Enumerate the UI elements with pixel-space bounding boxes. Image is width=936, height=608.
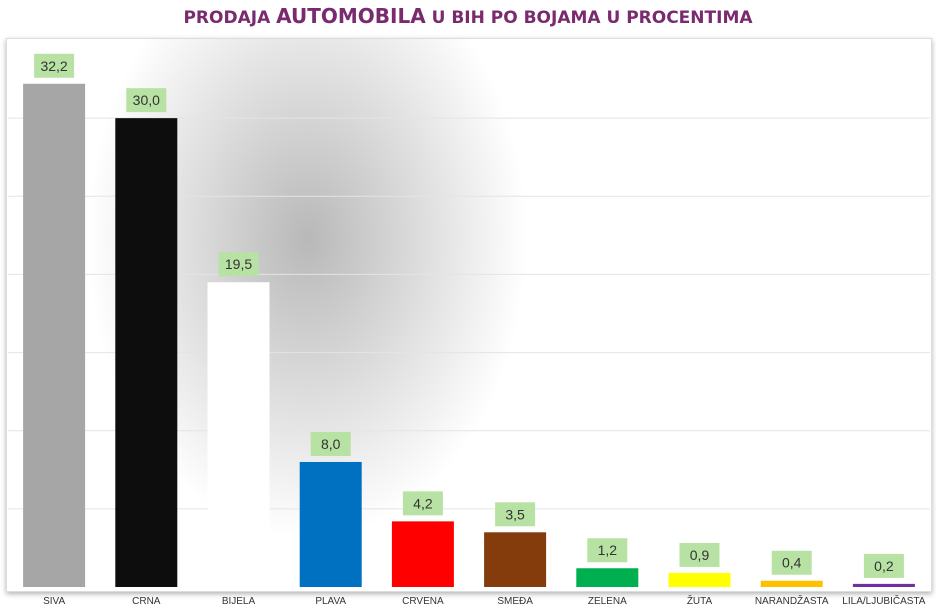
x-tick-label: SMEĐA xyxy=(497,596,533,607)
data-label: 4,2 xyxy=(413,495,433,511)
data-label: 19,5 xyxy=(225,256,252,272)
bar xyxy=(115,118,178,588)
bar xyxy=(760,580,823,587)
data-label-box xyxy=(771,550,812,575)
data-label-box xyxy=(218,252,259,277)
x-tick-label: SIVA xyxy=(43,596,65,607)
x-tick-label: ZELENA xyxy=(588,596,627,607)
data-label-box xyxy=(402,491,443,516)
data-label-box xyxy=(34,53,75,78)
data-label: 30,0 xyxy=(133,92,160,108)
data-label-box xyxy=(310,431,351,456)
title-part: U BIH PO BOJAMA U PROCENTIMA xyxy=(425,8,753,28)
x-tick-label: PLAVA xyxy=(315,596,346,607)
x-tick-label: BIJELA xyxy=(222,596,256,607)
data-label: 0,4 xyxy=(782,555,802,571)
data-label: 0,2 xyxy=(874,558,894,574)
bar xyxy=(852,583,915,587)
data-label: 8,0 xyxy=(321,436,341,452)
title-part: PRODAJA xyxy=(183,8,277,28)
bar xyxy=(484,532,547,587)
data-label-box xyxy=(495,502,536,527)
bar xyxy=(23,83,86,587)
data-label-box xyxy=(587,538,628,563)
title-emphasis: AUTOMOBILA xyxy=(276,4,426,28)
x-tick-label: NARANDŽASTA xyxy=(755,594,829,607)
data-label: 1,2 xyxy=(598,542,618,558)
data-label: 0,9 xyxy=(690,547,710,563)
bar xyxy=(668,572,731,587)
x-tick-label: CRVENA xyxy=(402,596,444,607)
bar xyxy=(207,282,270,587)
x-tick-label: ŽUTA xyxy=(687,594,713,607)
data-label: 32,2 xyxy=(40,58,67,74)
data-label-box xyxy=(126,88,167,113)
bar xyxy=(391,521,454,587)
x-tick-label: CRNA xyxy=(132,596,161,607)
data-label-box xyxy=(679,542,720,567)
data-label-box xyxy=(863,553,904,578)
bar xyxy=(299,461,362,587)
chart-title: PRODAJA AUTOMOBILA U BIH PO BOJAMA U PRO… xyxy=(0,4,936,28)
x-tick-label: LILA/LJUBIČASTA xyxy=(842,594,926,607)
data-label: 3,5 xyxy=(505,506,525,522)
bar xyxy=(576,568,639,587)
